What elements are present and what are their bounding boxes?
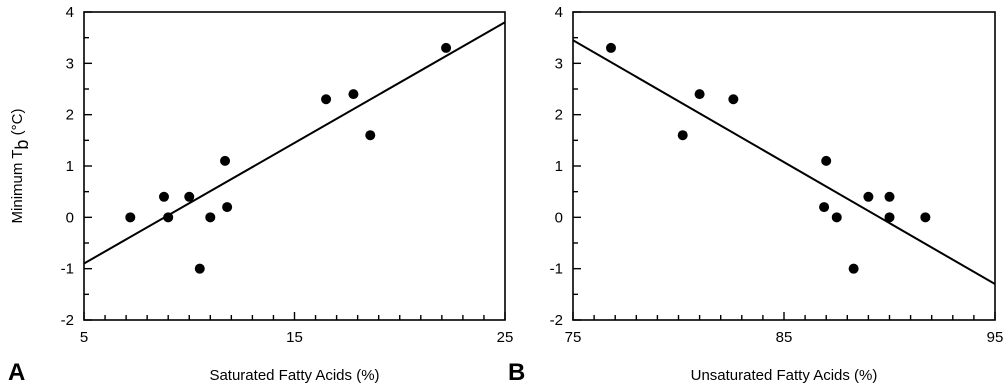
x-tick-label: 75	[565, 329, 582, 346]
y-axis-title-main: Minimum T	[9, 150, 26, 224]
data-point	[848, 263, 859, 274]
data-point	[125, 212, 136, 223]
y-tick-label: 3	[66, 55, 74, 72]
data-point	[184, 191, 195, 202]
x-tick-label: 15	[286, 329, 303, 346]
x-axis-title: Unsaturated Fatty Acids (%)	[691, 367, 878, 384]
y-axis-title-unit: (°C)	[9, 109, 26, 140]
x-tick-label: 5	[80, 329, 88, 346]
data-point	[321, 94, 332, 105]
y-tick-label: 4	[555, 4, 563, 21]
data-point	[694, 89, 705, 100]
data-point	[884, 191, 895, 202]
y-tick-label: -1	[550, 261, 563, 278]
y-tick-label: -2	[550, 312, 563, 329]
y-tick-label: 0	[555, 209, 563, 226]
data-point	[677, 130, 688, 141]
data-point	[831, 212, 842, 223]
y-tick-label: -2	[61, 312, 74, 329]
data-point	[728, 94, 739, 105]
y-tick-label: 0	[66, 209, 74, 226]
data-point	[863, 191, 874, 202]
x-axis-title: Saturated Fatty Acids (%)	[209, 367, 379, 384]
y-tick-label: 2	[555, 107, 563, 124]
x-tick-label: 25	[497, 329, 514, 346]
panel-letter: B	[508, 359, 525, 386]
data-point	[819, 202, 830, 213]
y-axis-title: Minimum Tb (°C)	[9, 109, 32, 224]
data-point	[605, 42, 616, 53]
panel-letter: A	[8, 359, 25, 386]
panel-b: -2 -1 0 1 2 3 4 75 85 95 Unsaturated Fatty Acids (…	[508, 4, 1003, 386]
data-point	[163, 212, 174, 223]
data-point	[920, 212, 931, 223]
y-tick-label: 2	[66, 107, 74, 124]
data-point	[205, 212, 216, 223]
data-point	[158, 191, 169, 202]
data-point	[884, 212, 895, 223]
x-tick-label: 95	[987, 329, 1004, 346]
y-tick-label: 1	[555, 158, 563, 175]
data-point	[348, 89, 359, 100]
data-point	[222, 202, 233, 213]
data-point	[365, 130, 376, 141]
regression-line	[84, 21, 505, 265]
y-tick-label: 3	[555, 55, 563, 72]
y-axis-title-sub: b	[12, 140, 32, 150]
data-point	[194, 263, 205, 274]
data-point	[220, 155, 231, 166]
panel-a: -2 -1 0 1 2 3 4 5 15 25 Saturated Fatty Acids (%) A	[8, 4, 513, 386]
data-point	[821, 155, 832, 166]
y-tick-label: 4	[66, 4, 74, 21]
regression-line	[573, 39, 995, 285]
chart-panels: -2 -1 0 1 2 3 4 5 15 25 Saturated Fatty Acids (%) A…	[8, 4, 1003, 386]
y-tick-label: 1	[66, 158, 74, 175]
y-tick-label: -1	[61, 261, 74, 278]
plot-frame	[572, 11, 996, 321]
x-tick-label: 85	[776, 329, 793, 346]
data-point	[441, 42, 452, 53]
